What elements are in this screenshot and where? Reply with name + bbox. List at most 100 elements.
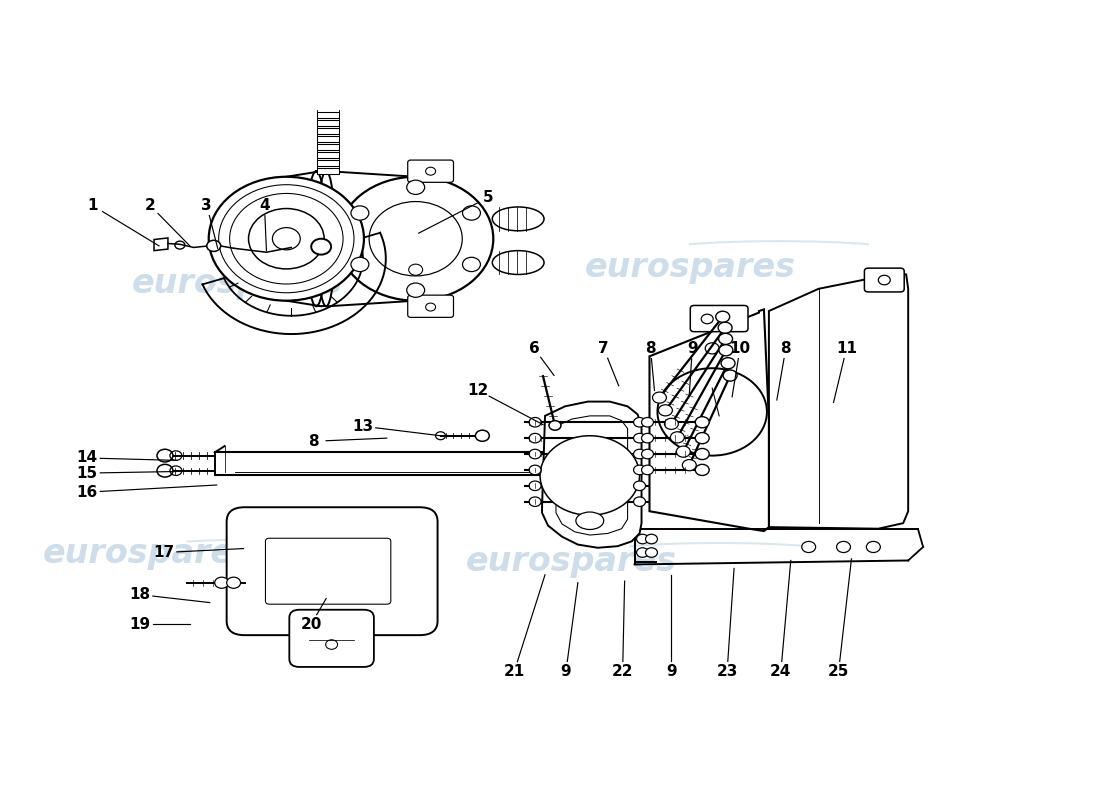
Text: 9: 9 [667, 664, 676, 679]
Circle shape [634, 465, 646, 474]
Circle shape [157, 450, 173, 462]
Circle shape [462, 206, 481, 220]
Text: 18: 18 [130, 587, 151, 602]
Circle shape [311, 238, 331, 254]
Bar [317, 112, 339, 118]
Circle shape [214, 577, 229, 588]
FancyBboxPatch shape [227, 507, 438, 635]
Circle shape [664, 418, 679, 430]
Circle shape [351, 206, 369, 220]
Circle shape [646, 548, 658, 558]
Circle shape [682, 459, 696, 470]
Circle shape [529, 450, 541, 458]
Circle shape [637, 548, 649, 558]
Circle shape [407, 180, 425, 194]
Circle shape [529, 497, 541, 506]
Circle shape [670, 432, 684, 443]
Circle shape [227, 577, 241, 588]
Circle shape [659, 405, 672, 416]
Circle shape [637, 534, 649, 544]
Circle shape [634, 481, 646, 490]
Circle shape [157, 464, 173, 477]
Text: 14: 14 [77, 450, 98, 466]
Circle shape [695, 417, 710, 428]
Bar [317, 128, 339, 134]
Circle shape [209, 177, 364, 301]
Circle shape [641, 465, 653, 474]
Circle shape [634, 450, 646, 458]
Ellipse shape [306, 171, 326, 306]
FancyBboxPatch shape [289, 610, 374, 667]
Text: eurospares: eurospares [43, 537, 254, 570]
Circle shape [351, 258, 369, 271]
Text: 22: 22 [612, 664, 634, 679]
Circle shape [634, 418, 646, 427]
Text: eurospares: eurospares [132, 266, 343, 300]
Bar [317, 120, 339, 126]
Bar [317, 136, 339, 142]
Polygon shape [154, 238, 168, 250]
Circle shape [529, 465, 541, 474]
Circle shape [641, 434, 653, 443]
Text: 3: 3 [201, 198, 212, 213]
Polygon shape [649, 310, 769, 531]
Circle shape [207, 240, 221, 251]
Text: 8: 8 [646, 341, 656, 356]
Circle shape [641, 418, 653, 427]
Circle shape [549, 421, 561, 430]
Text: 19: 19 [130, 617, 151, 631]
Text: 8: 8 [781, 341, 791, 356]
Bar [317, 168, 339, 174]
Bar [317, 160, 339, 166]
Text: 21: 21 [504, 664, 525, 679]
Text: 20: 20 [300, 617, 322, 631]
Text: 24: 24 [770, 664, 792, 679]
Circle shape [676, 446, 691, 457]
Text: 10: 10 [729, 341, 750, 356]
Circle shape [867, 542, 880, 553]
Ellipse shape [493, 250, 544, 274]
Bar [317, 144, 339, 150]
Circle shape [836, 542, 850, 553]
Text: eurospares: eurospares [585, 251, 795, 284]
FancyBboxPatch shape [408, 295, 453, 318]
FancyBboxPatch shape [408, 160, 453, 182]
Circle shape [529, 481, 541, 490]
Circle shape [462, 258, 481, 271]
Circle shape [658, 368, 767, 456]
Text: 5: 5 [483, 190, 494, 205]
Circle shape [695, 449, 710, 459]
Text: 9: 9 [561, 664, 571, 679]
Text: 8: 8 [308, 434, 319, 449]
Circle shape [719, 345, 733, 356]
Circle shape [634, 434, 646, 443]
FancyBboxPatch shape [865, 268, 904, 292]
Text: 6: 6 [529, 341, 539, 356]
Circle shape [722, 358, 735, 369]
Text: 15: 15 [77, 466, 98, 481]
Text: 2: 2 [145, 198, 155, 213]
Circle shape [338, 177, 493, 301]
Text: 7: 7 [598, 341, 609, 356]
Polygon shape [769, 273, 909, 529]
Text: 23: 23 [716, 664, 738, 679]
Circle shape [540, 436, 639, 515]
Text: 12: 12 [468, 383, 490, 398]
Ellipse shape [493, 207, 544, 230]
Circle shape [716, 311, 729, 322]
Text: 9: 9 [688, 341, 697, 356]
Circle shape [718, 322, 733, 334]
Text: 16: 16 [77, 485, 98, 500]
Circle shape [723, 370, 737, 381]
Ellipse shape [576, 512, 604, 530]
Text: 11: 11 [836, 341, 857, 356]
Circle shape [634, 497, 646, 506]
Circle shape [802, 542, 816, 553]
Circle shape [695, 464, 710, 475]
Text: 13: 13 [352, 418, 374, 434]
Circle shape [641, 450, 653, 458]
Circle shape [652, 392, 667, 403]
Circle shape [695, 433, 710, 444]
Bar [317, 152, 339, 158]
Circle shape [529, 434, 541, 443]
